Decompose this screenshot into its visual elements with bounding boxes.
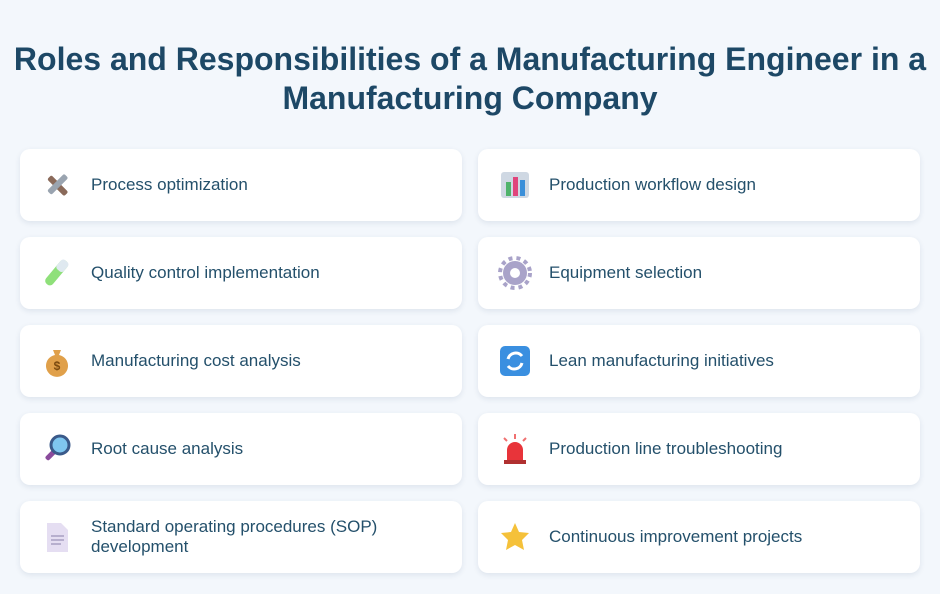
card-icon <box>500 346 530 376</box>
responsibility-card: Lean manufacturing initiatives <box>478 325 920 397</box>
svg-text:$: $ <box>54 359 61 373</box>
card-icon: $ <box>46 350 68 377</box>
responsibility-card: Equipment selection <box>478 237 920 309</box>
responsibility-card: Standard operating procedures (SOP) deve… <box>20 501 462 573</box>
card-label: Lean manufacturing initiatives <box>549 351 774 370</box>
responsibility-card: Process optimization <box>20 149 462 221</box>
card-label: Manufacturing cost analysis <box>91 351 301 370</box>
card-label: Quality control implementation <box>91 263 320 282</box>
responsibility-card: Production line troubleshooting <box>478 413 920 485</box>
card-label: Equipment selection <box>549 263 703 282</box>
card-icon <box>503 434 527 464</box>
responsibility-card: Continuous improvement projects <box>478 501 920 573</box>
card-icon <box>45 434 71 461</box>
responsibility-card: Root cause analysis <box>20 413 462 485</box>
card-label: Process optimization <box>91 175 248 194</box>
page-title: Roles and Responsibilities of a Manufact… <box>13 41 927 116</box>
card-label: Production workflow design <box>549 175 756 194</box>
card-icon <box>47 523 68 552</box>
card-grid: Process optimization Production workflow … <box>20 149 920 573</box>
card-icon <box>501 172 529 198</box>
responsibility-card: Quality control implementation <box>20 237 462 309</box>
card-label: Continuous improvement projects <box>549 527 803 546</box>
card-icon <box>498 256 532 290</box>
responsibility-card: Production workflow design <box>478 149 920 221</box>
card-icon <box>45 259 69 286</box>
card-label: Root cause analysis <box>91 439 244 458</box>
responsibility-card: $ Manufacturing cost analysis <box>20 325 462 397</box>
card-icon <box>47 174 68 196</box>
card-label: Production line troubleshooting <box>549 439 783 458</box>
card-label: Standard operating procedures (SOP) deve… <box>91 517 378 556</box>
card-icon <box>501 523 529 550</box>
